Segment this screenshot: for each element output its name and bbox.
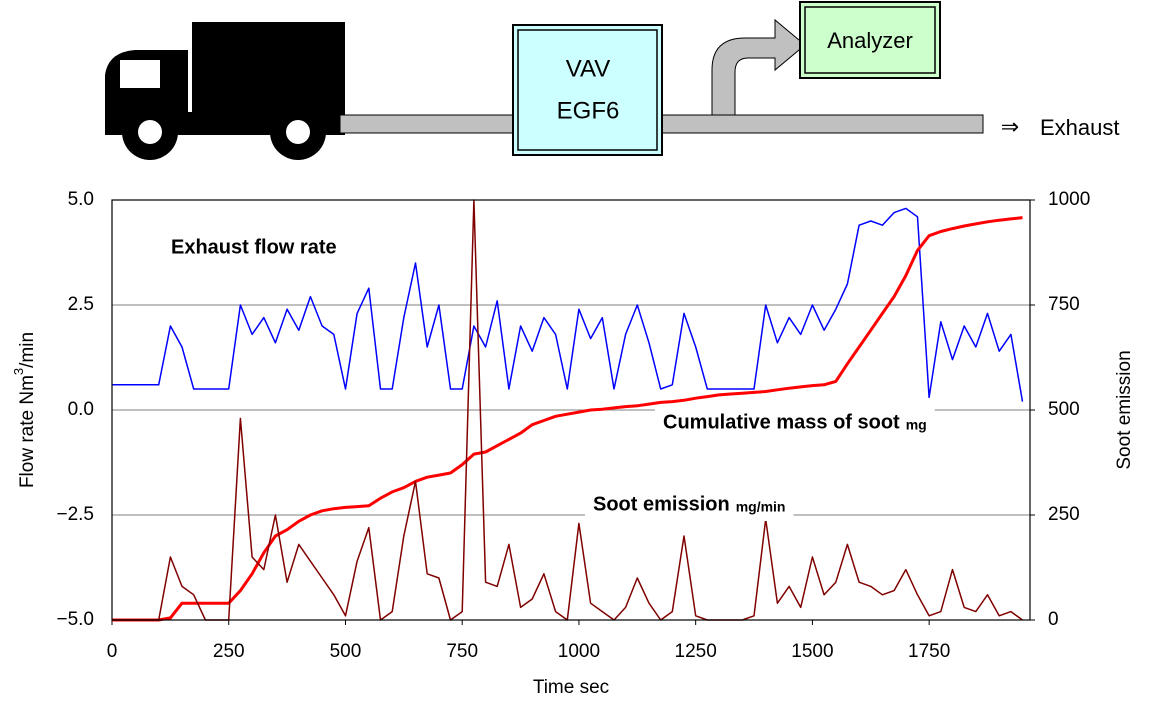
truck-window <box>120 60 160 88</box>
plot-frame <box>111 199 1031 621</box>
y-axis-label-part: /min <box>17 332 38 368</box>
vav-box <box>512 24 663 156</box>
branch-arrow <box>711 18 806 116</box>
y-axis-label: Flow rate Nm3/min <box>11 332 38 488</box>
y2-tick-label: 1000 <box>1048 189 1090 210</box>
box-label: Analyzer <box>827 28 913 53</box>
series-line <box>112 207 1024 402</box>
label-background <box>655 407 935 439</box>
y-tick-label: 5.0 <box>68 189 94 210</box>
y-tick-label: −2.5 <box>56 504 94 525</box>
y-tick-label: −5.0 <box>56 609 94 630</box>
truck <box>105 22 345 160</box>
x-tick-label: 1500 <box>791 641 833 662</box>
y-tick-label: 0.0 <box>68 399 94 420</box>
series-label: Exhaust flow rate <box>171 236 337 258</box>
outlet-label: Exhaust <box>1040 115 1120 140</box>
x-tick-label: 250 <box>213 641 245 662</box>
series-label-text: Cumulative mass of soot <box>663 411 900 433</box>
series-label-text: Soot emission <box>593 493 730 515</box>
label-background <box>585 489 794 521</box>
outlet-arrow: ⇒ <box>1001 114 1019 139</box>
series-label: Cumulative mass of soot mg <box>655 407 935 439</box>
series-label-unit: mg <box>906 417 927 433</box>
analyzer-box <box>799 1 941 79</box>
series-label: Soot emission mg/min <box>585 489 794 521</box>
box-label: VAV <box>566 55 610 82</box>
series-label-unit: mg/min <box>736 499 786 515</box>
y-axis-label-part: 3 <box>11 368 26 375</box>
x-tick-label: 1250 <box>675 641 717 662</box>
truck-cargo <box>192 22 345 115</box>
box-label: EGF6 <box>557 97 620 124</box>
y-axis-label-part: Flow rate Nm <box>17 375 38 488</box>
x-tick-label: 500 <box>330 641 362 662</box>
y2-tick-label: 500 <box>1048 399 1080 420</box>
wheel-hub <box>286 120 310 144</box>
y-tick-label: 2.5 <box>68 294 94 315</box>
y2-tick-label: 0 <box>1048 609 1059 630</box>
plot: −5.0 −2.5 0.0 2.5 5.0 0 250 500 750 1000 0 250 500 75… <box>11 189 1135 698</box>
x-axis-label: Time sec <box>533 677 609 698</box>
x-tick-label: 0 <box>107 641 118 662</box>
y2-tick-label: 250 <box>1048 504 1080 525</box>
y2-tick-label: 750 <box>1048 294 1080 315</box>
x-tick-label: 1000 <box>558 641 600 662</box>
series-line <box>112 216 1023 622</box>
x-tick-label: 1750 <box>908 641 950 662</box>
vav-box-inner <box>517 29 658 151</box>
y2-axis-label: Soot emission <box>1114 350 1135 469</box>
wheel-hub <box>138 120 162 144</box>
series-label-text: Exhaust flow rate <box>171 236 337 258</box>
analyzer-box-inner <box>804 6 936 74</box>
x-tick-label: 750 <box>446 641 478 662</box>
